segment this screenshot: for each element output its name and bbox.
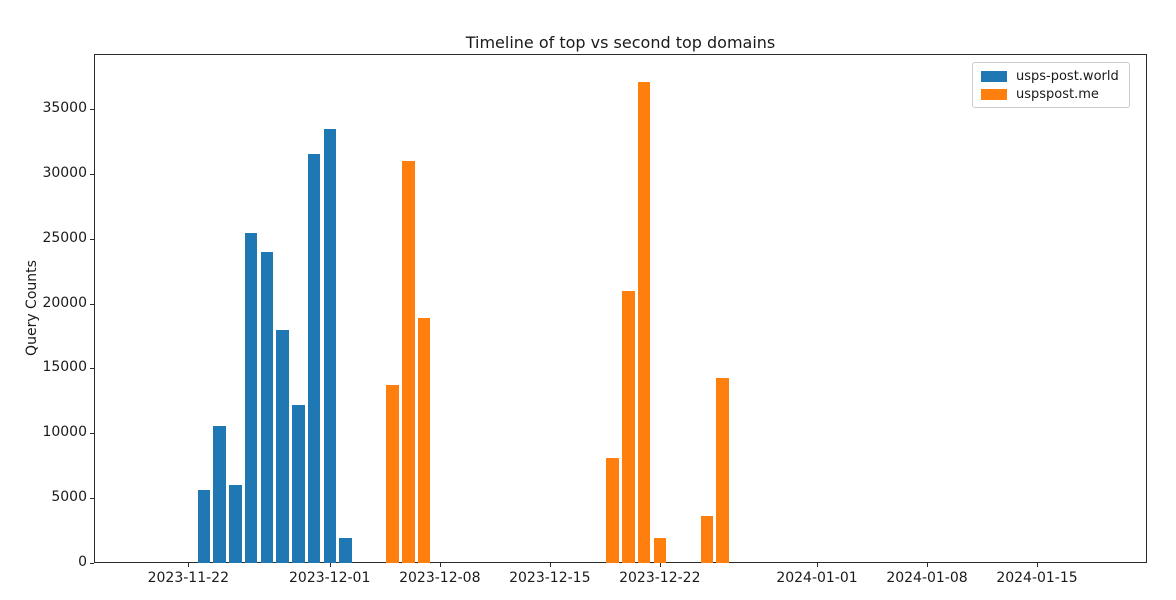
y-tick-mark (90, 108, 94, 110)
bar-usps-post.world-2023-11-24 (213, 425, 226, 563)
x-tick-label: 2023-11-22 (147, 570, 229, 586)
x-tick-label: 2024-01-15 (996, 570, 1078, 586)
x-tick-mark (188, 563, 190, 567)
y-tick-label: 5000 (51, 489, 87, 506)
bar-uspspost.me-2023-12-07 (417, 317, 431, 563)
bar-uspspost.me-2023-12-19 (606, 457, 619, 563)
y-tick-mark (90, 498, 94, 500)
legend-label: usps-post.world (1016, 68, 1119, 84)
y-tick-mark (90, 368, 94, 370)
legend-swatch-orange-icon (981, 88, 1007, 100)
y-tick-label: 0 (78, 554, 87, 570)
y-tick-mark (90, 238, 94, 240)
x-tick-mark (549, 563, 551, 567)
y-tick-mark (90, 173, 94, 175)
y-tick-mark (90, 563, 94, 564)
x-tick-label: 2023-12-08 (399, 570, 481, 586)
y-tick-label: 15000 (42, 359, 87, 376)
y-tick-mark (90, 303, 94, 305)
bar-uspspost.me-2023-12-20 (622, 291, 635, 563)
legend-label: uspspost.me (1016, 86, 1099, 102)
bar-usps-post.world-2023-11-23 (197, 490, 211, 563)
x-tick-label: 2024-01-08 (886, 570, 968, 586)
y-tick-label: 25000 (42, 229, 87, 246)
x-tick-mark (1037, 563, 1038, 567)
y-tick-mark (90, 433, 94, 435)
y-tick-label: 30000 (42, 164, 87, 181)
bar-uspspost.me-2023-12-21 (637, 82, 651, 563)
bar-uspspost.me-2023-12-26 (716, 378, 729, 563)
bar-usps-post.world-2023-11-30 (307, 153, 321, 563)
x-tick-label: 2023-12-15 (509, 570, 591, 586)
x-tick-mark (439, 563, 441, 567)
bar-uspspost.me-2023-12-25 (700, 516, 714, 563)
x-tick-mark (659, 563, 661, 567)
x-tick-mark (329, 563, 331, 567)
bar-usps-post.world-2023-11-28 (276, 329, 289, 563)
bar-usps-post.world-2023-12-02 (339, 538, 352, 563)
y-tick-label: 20000 (42, 294, 87, 311)
bar-usps-post.world-2023-11-26 (244, 233, 258, 563)
bar-uspspost.me-2023-12-22 (653, 537, 667, 563)
legend-entry-uspspost-me: uspspost.me (981, 85, 1121, 103)
bar-usps-post.world-2023-11-29 (292, 404, 305, 563)
bar-uspspost.me-2023-12-05 (386, 385, 399, 563)
x-tick-mark (927, 563, 928, 567)
x-tick-label: 2023-12-01 (289, 570, 371, 586)
x-tick-label: 2024-01-01 (776, 570, 858, 586)
x-tick-label: 2023-12-22 (619, 570, 701, 586)
bar-uspspost.me-2023-12-06 (402, 160, 415, 563)
bar-usps-post.world-2023-12-01 (323, 129, 337, 563)
y-tick-label: 35000 (42, 99, 87, 116)
legend-entry-usps-post-world: usps-post.world (981, 67, 1121, 85)
x-tick-mark (817, 563, 818, 567)
bar-usps-post.world-2023-11-27 (260, 251, 274, 563)
legend: usps-post.world uspspost.me (972, 62, 1130, 108)
legend-swatch-blue-icon (981, 70, 1007, 82)
bar-usps-post.world-2023-11-25 (229, 485, 242, 563)
chart-title: Timeline of top vs second top domains (465, 33, 776, 52)
y-tick-label: 10000 (42, 424, 87, 441)
